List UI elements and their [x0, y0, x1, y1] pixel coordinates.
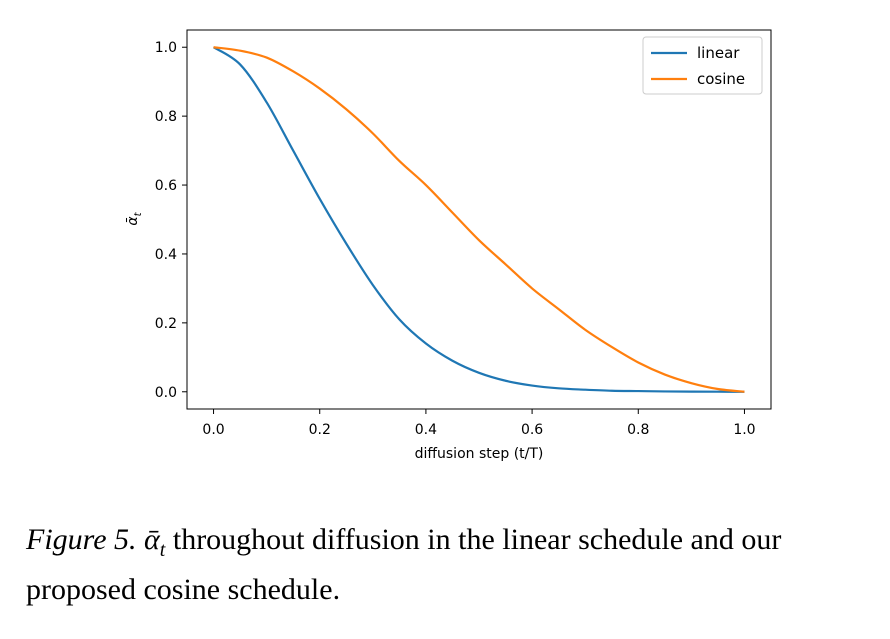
caption-text-line1: throughout diffusion in the linear sched…: [165, 523, 782, 556]
x-tick-label: 0.4: [415, 422, 437, 438]
legend-label-linear: linear: [697, 44, 740, 62]
caption-text-line2: proposed cosine schedule.: [26, 573, 341, 606]
series-line-linear: [212, 46, 745, 393]
y-tick-label: 0.8: [155, 109, 177, 125]
legend: linear cosine: [642, 36, 763, 95]
x-tick-label: 1.0: [733, 422, 755, 438]
y-tick-label: 0.4: [155, 247, 177, 263]
x-tick-label: 0.6: [521, 422, 543, 438]
x-tick-label: 0.2: [309, 422, 331, 438]
chart: 0.0 0.2 0.4 0.6 0.8 1.0 0.0 0.2 0.4 0.6 0.8 1.0 di…: [125, 29, 772, 462]
x-tick-label: 0.0: [202, 422, 224, 438]
caption-math-symbol: ᾱ: [144, 523, 160, 556]
series-layer: [212, 46, 745, 393]
x-tick-label: 0.8: [627, 422, 649, 438]
y-axis-label-symbol: ᾱ: [125, 216, 141, 226]
plot-frame: [186, 29, 772, 410]
y-tick-label: 0.0: [155, 385, 177, 401]
x-axis-label: diffusion step (t/T): [415, 446, 544, 462]
y-axis-label: ᾱt: [125, 211, 144, 225]
legend-label-cosine: cosine: [697, 70, 745, 88]
figure-caption: Figure 5. ᾱt throughout diffusion in the…: [26, 520, 876, 610]
y-tick-label: 1.0: [155, 40, 177, 56]
caption-figure-label: Figure 5.: [26, 523, 137, 556]
caption-math-subscript: t: [159, 539, 166, 561]
x-axis-ticks: 0.0 0.2 0.4 0.6 0.8 1.0: [202, 409, 756, 438]
y-tick-label: 0.2: [155, 316, 177, 332]
y-axis-label-subscript: t: [133, 211, 144, 216]
plot-area: 0.0 0.2 0.4 0.6 0.8 1.0 0.0 0.2 0.4 0.6 0.8 1.0: [155, 29, 772, 438]
y-tick-label: 0.6: [155, 178, 177, 194]
y-axis-ticks: 0.0 0.2 0.4 0.6 0.8 1.0: [155, 40, 187, 401]
series-line-cosine: [213, 46, 745, 393]
